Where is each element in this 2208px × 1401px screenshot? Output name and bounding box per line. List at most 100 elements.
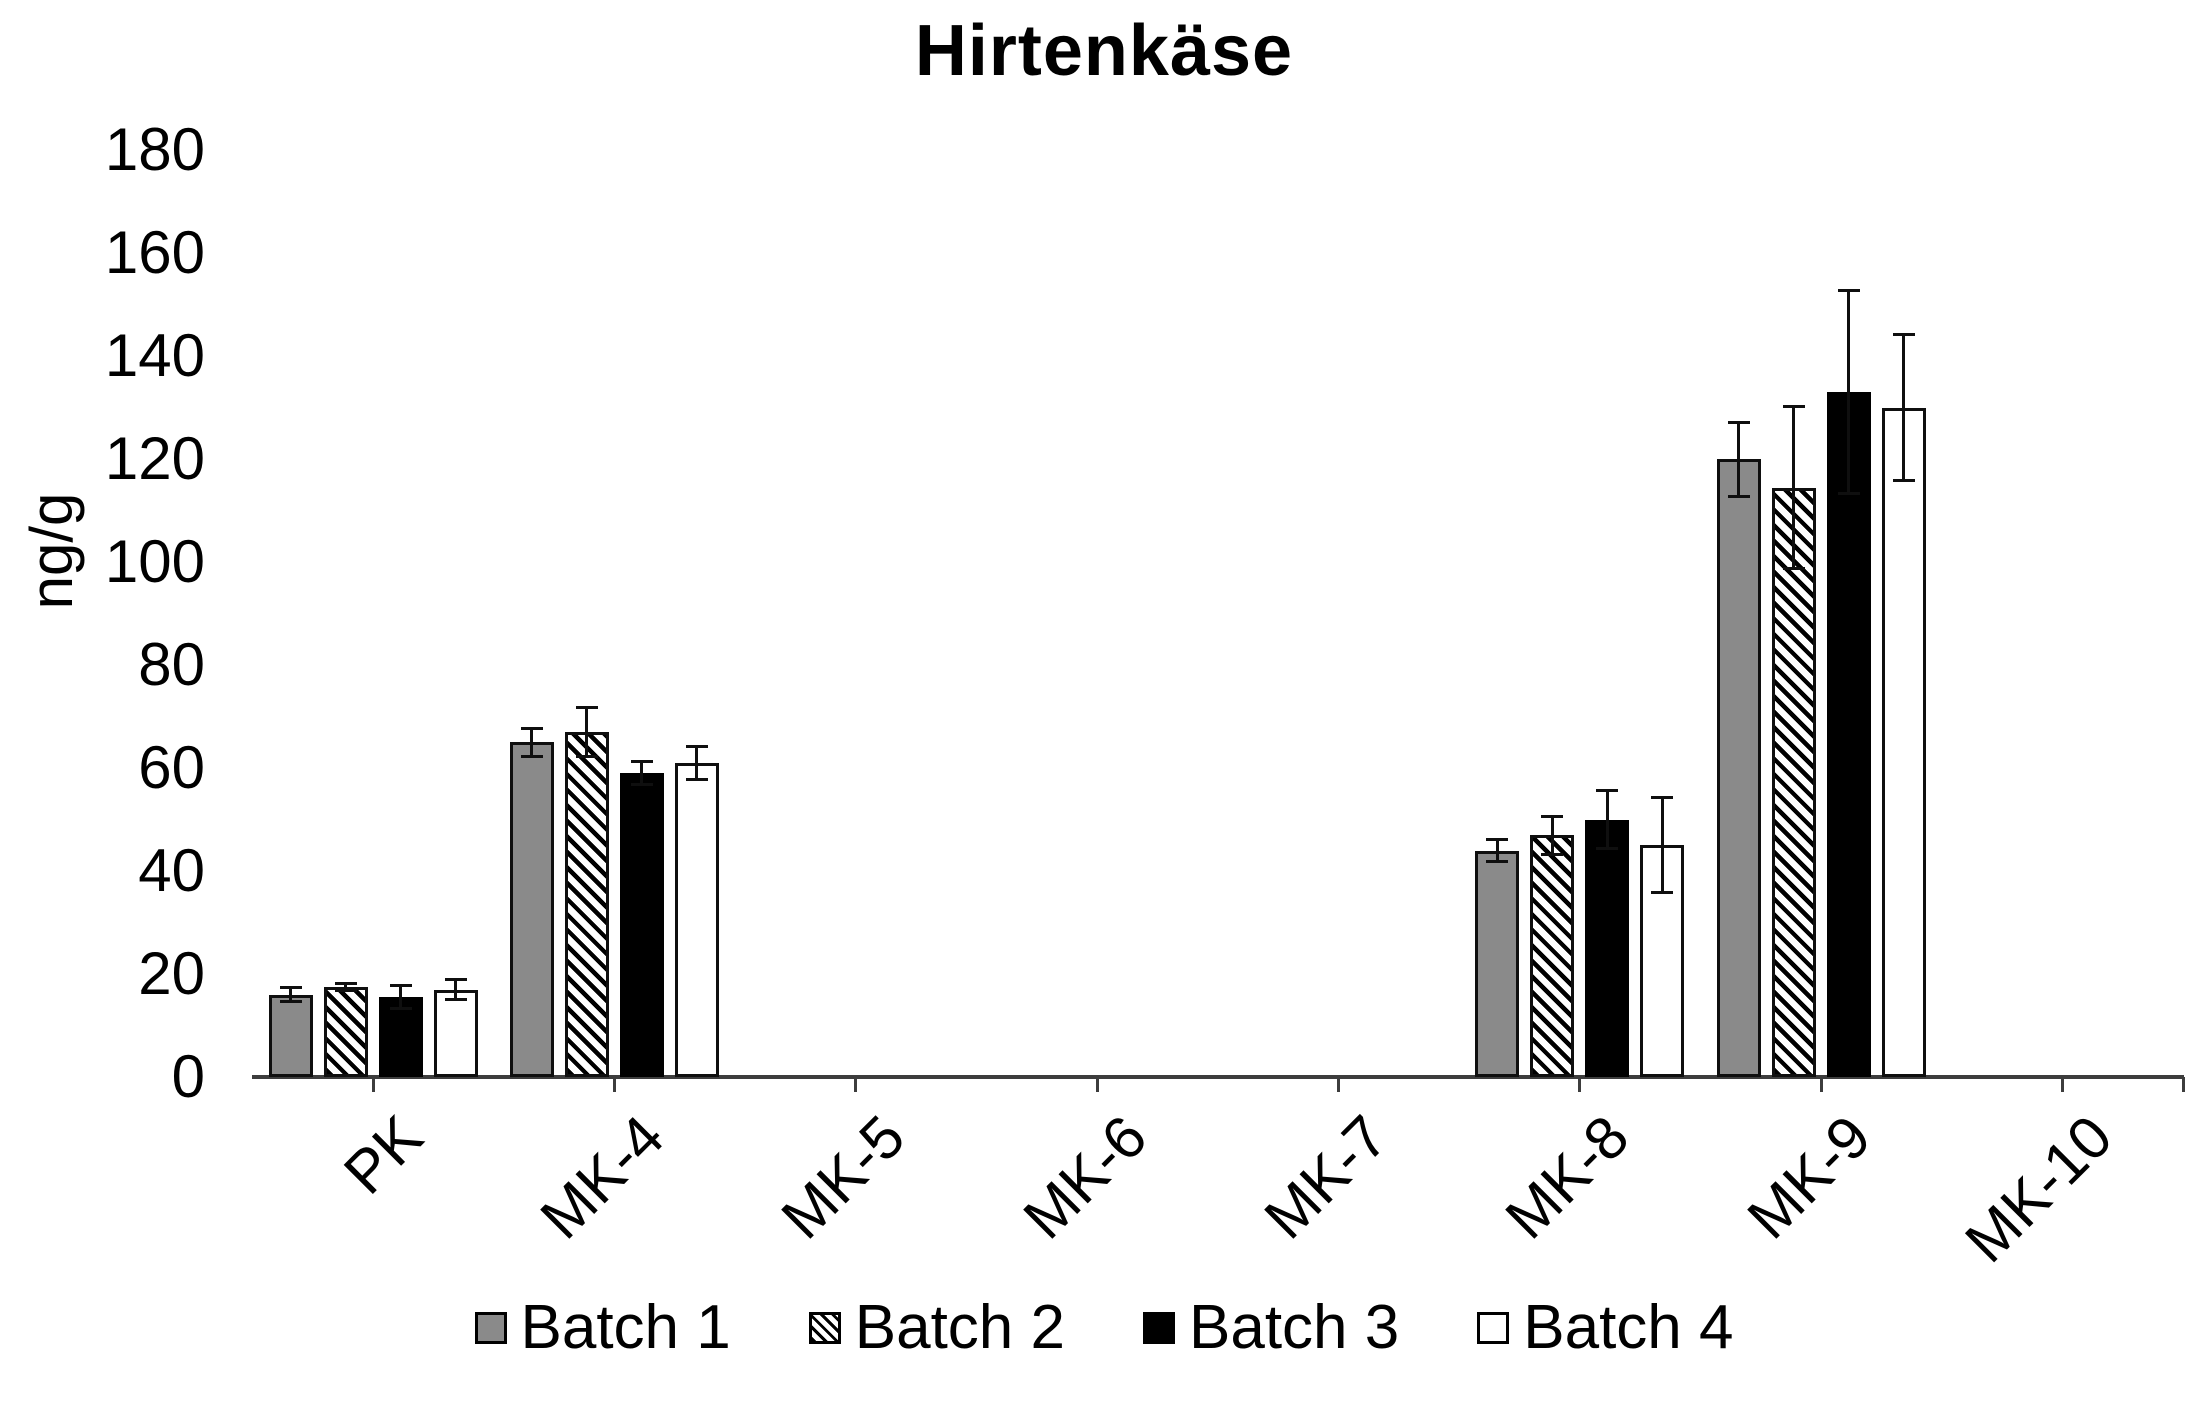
- x-axis-tick: [371, 1077, 375, 1092]
- error-bar-cap-top: [630, 760, 653, 764]
- error-bar-cap-bottom: [1727, 494, 1750, 498]
- error-bar: [1596, 788, 1619, 851]
- x-axis-label: MK-8: [1492, 1102, 1642, 1252]
- bar-batch3-mk-4: [619, 773, 664, 1077]
- x-axis-label: MK-4: [527, 1102, 677, 1252]
- y-tick-label: 160: [104, 219, 205, 287]
- error-bar: [1782, 405, 1805, 570]
- error-bar-line: [585, 706, 589, 758]
- error-bar: [685, 745, 708, 781]
- bar-batch1-pk: [268, 994, 313, 1077]
- legend-swatch-batch3: [1143, 1311, 1175, 1344]
- error-bar-line: [1495, 837, 1499, 864]
- error-bar-line: [1550, 814, 1554, 856]
- error-bar-cap-bottom: [389, 1006, 412, 1010]
- legend-label: Batch 3: [1189, 1293, 1400, 1362]
- y-tick-label: 140: [104, 322, 205, 390]
- error-bar-line: [344, 981, 347, 993]
- legend-label: Batch 2: [854, 1293, 1065, 1362]
- error-bar-cap-bottom: [1486, 860, 1509, 864]
- error-bar-cap-top: [1892, 333, 1915, 337]
- error-bar-cap-bottom: [575, 754, 598, 758]
- legend-item: Batch 1: [474, 1292, 731, 1363]
- error-bar-line: [1902, 333, 1905, 483]
- bar-batch2-pk: [323, 986, 368, 1077]
- legend-label: Batch 1: [520, 1293, 731, 1362]
- y-tick-label: 0: [171, 1043, 205, 1110]
- x-axis-tick: [2181, 1077, 2185, 1092]
- error-bar-cap-top: [1541, 814, 1564, 818]
- error-bar: [334, 981, 357, 993]
- error-bar-line: [640, 760, 644, 787]
- error-bar-cap-top: [444, 977, 467, 981]
- error-bar-cap-top: [1727, 420, 1750, 424]
- x-axis-label: MK-9: [1734, 1102, 1884, 1252]
- error-bar: [1541, 814, 1564, 856]
- legend-label: Batch 4: [1523, 1293, 1734, 1362]
- legend-swatch-batch2: [808, 1311, 841, 1344]
- x-axis-label: PK: [331, 1102, 436, 1207]
- legend: Batch 1 Batch 2 Batch 3 Batch 4: [0, 1292, 2208, 1363]
- error-bar-cap-bottom: [334, 989, 357, 993]
- bar-batch3-pk: [378, 997, 423, 1077]
- x-axis-tick: [1819, 1077, 1823, 1092]
- x-axis-tick: [1336, 1077, 1340, 1092]
- error-bar-line: [1737, 420, 1740, 498]
- error-bar-cap-top: [389, 984, 412, 988]
- error-bar-cap-top: [520, 726, 543, 730]
- error-bar-line: [530, 726, 534, 758]
- bar-batch2-mk-9: [1771, 487, 1816, 1077]
- error-bar-cap-top: [1651, 796, 1674, 800]
- error-bar: [575, 706, 598, 758]
- x-axis-label: MK-7: [1251, 1102, 1401, 1252]
- error-bar-line: [289, 985, 292, 1004]
- bar-batch3-mk-9: [1826, 392, 1871, 1077]
- error-bar: [1837, 289, 1860, 496]
- error-bar-cap-bottom: [1541, 852, 1564, 856]
- y-tick-label: 180: [104, 116, 205, 184]
- legend-swatch-batch1: [474, 1311, 507, 1344]
- y-tick-label: 100: [104, 528, 205, 596]
- error-bar-cap-top: [1486, 837, 1509, 841]
- error-bar-cap-top: [1596, 788, 1619, 792]
- error-bar-line: [1660, 796, 1664, 895]
- x-axis-line: [252, 1075, 2184, 1079]
- x-axis-tick: [1095, 1077, 1099, 1092]
- error-bar-cap-bottom: [520, 754, 543, 758]
- bar-batch2-mk-8: [1530, 835, 1575, 1077]
- error-bar-cap-bottom: [444, 998, 467, 1002]
- error-bar: [1727, 420, 1750, 498]
- error-bar-cap-bottom: [1892, 479, 1915, 483]
- error-bar-cap-bottom: [685, 778, 708, 781]
- error-bar: [279, 985, 302, 1004]
- legend-swatch-batch4: [1477, 1311, 1510, 1344]
- bar-batch4-mk-4: [674, 763, 719, 1077]
- error-bar-cap-bottom: [1837, 492, 1860, 496]
- error-bar-cap-bottom: [1651, 891, 1674, 895]
- error-bar-cap-top: [575, 706, 598, 710]
- error-bar-line: [695, 745, 699, 781]
- error-bar-cap-bottom: [1782, 566, 1805, 570]
- error-bar: [444, 977, 467, 1002]
- error-bar-cap-top: [1782, 405, 1805, 409]
- error-bar: [1892, 333, 1915, 483]
- error-bar-cap-top: [279, 985, 302, 989]
- x-axis-tick: [854, 1077, 858, 1092]
- y-tick-label: 120: [104, 425, 205, 493]
- error-bar-cap-top: [1837, 289, 1860, 293]
- error-bar-line: [1792, 405, 1795, 570]
- x-axis-label: MK-6: [1010, 1102, 1160, 1252]
- x-axis-label: MK-5: [769, 1102, 918, 1252]
- x-axis-tick: [2060, 1077, 2064, 1092]
- y-tick-label: 60: [138, 734, 205, 802]
- legend-item: Batch 4: [1477, 1292, 1734, 1363]
- error-bar-line: [454, 977, 457, 1002]
- error-bar: [630, 760, 653, 787]
- error-bar: [520, 726, 543, 758]
- error-bar-line: [1605, 788, 1609, 851]
- error-bar-cap-bottom: [1596, 847, 1619, 851]
- bar-batch4-mk-9: [1881, 407, 1926, 1077]
- legend-item: Batch 2: [808, 1292, 1065, 1363]
- bar-batch3-mk-8: [1585, 819, 1630, 1077]
